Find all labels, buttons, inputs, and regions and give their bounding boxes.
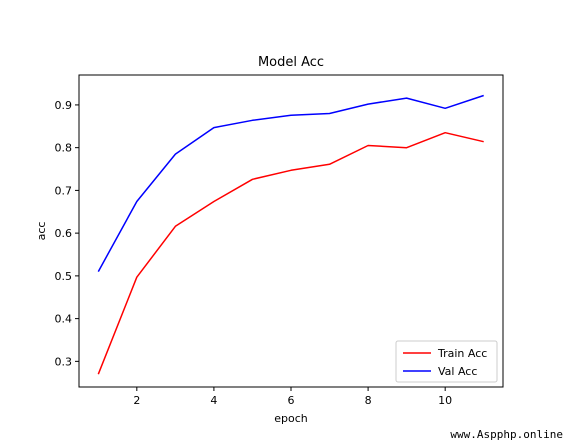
chart-title: Model Acc [258,55,324,70]
y-axis-label: acc [35,222,48,241]
legend: Train Acc Val Acc [395,340,498,383]
series-line-train-acc [97,131,484,375]
x-tick-label: 2 [133,394,140,407]
legend-label-val: Val Acc [438,365,477,378]
x-tick-label: 10 [438,394,452,407]
x-axis-label: epoch [274,412,308,425]
y-tick-label: 0.4 [55,313,73,326]
y-tick-label: 0.6 [55,227,73,240]
y-tick-label: 0.3 [55,355,73,368]
watermark: www.Aspphp.online [450,428,563,441]
series-layer [97,94,484,375]
x-axis: 2 4 6 8 10 [133,387,452,407]
y-axis: 0.3 0.4 0.5 0.6 0.7 0.8 0.9 [55,99,79,368]
x-tick-label: 6 [288,394,295,407]
y-tick-label: 0.7 [55,184,73,197]
legend-label-train: Train Acc [437,347,487,360]
plot-area-frame [78,74,504,388]
x-tick-label: 8 [365,394,372,407]
series-line-val-acc [97,94,484,272]
y-tick-label: 0.8 [55,142,73,155]
y-tick-label: 0.9 [55,99,73,112]
y-tick-label: 0.5 [55,270,73,283]
x-tick-label: 4 [210,394,217,407]
